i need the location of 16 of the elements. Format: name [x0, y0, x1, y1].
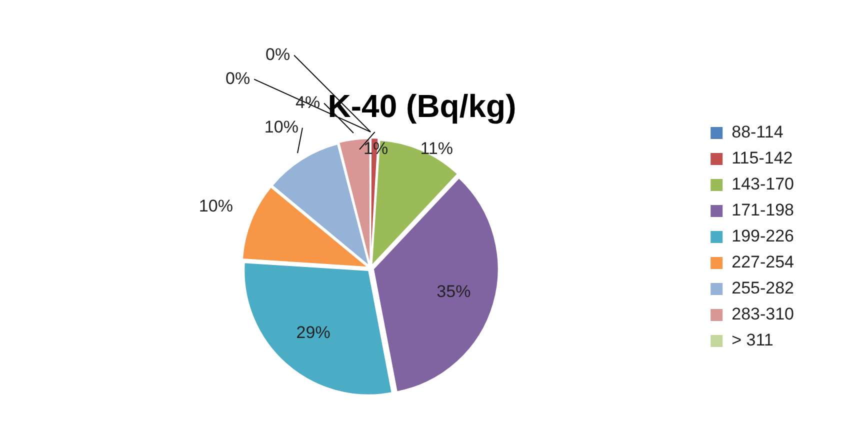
- data-label: 11%: [420, 139, 453, 158]
- legend-label: 171-198: [732, 200, 794, 220]
- data-label: 35%: [436, 282, 471, 302]
- legend-label: 283-310: [732, 304, 794, 324]
- legend-label: 88-114: [732, 122, 784, 142]
- legend-label: 199-226: [732, 226, 794, 246]
- data-label: 10%: [264, 117, 298, 136]
- legend-label: 115-142: [732, 148, 793, 168]
- legend-label: 255-282: [732, 278, 794, 298]
- data-label: 10%: [198, 196, 233, 216]
- legend-label: 227-254: [732, 252, 794, 272]
- text: 0%: [265, 44, 290, 64]
- legend-label: > 311: [732, 330, 774, 350]
- text: 0%: [225, 68, 250, 88]
- data-label: 29%: [296, 322, 330, 342]
- legend-label: 143-170: [732, 174, 794, 194]
